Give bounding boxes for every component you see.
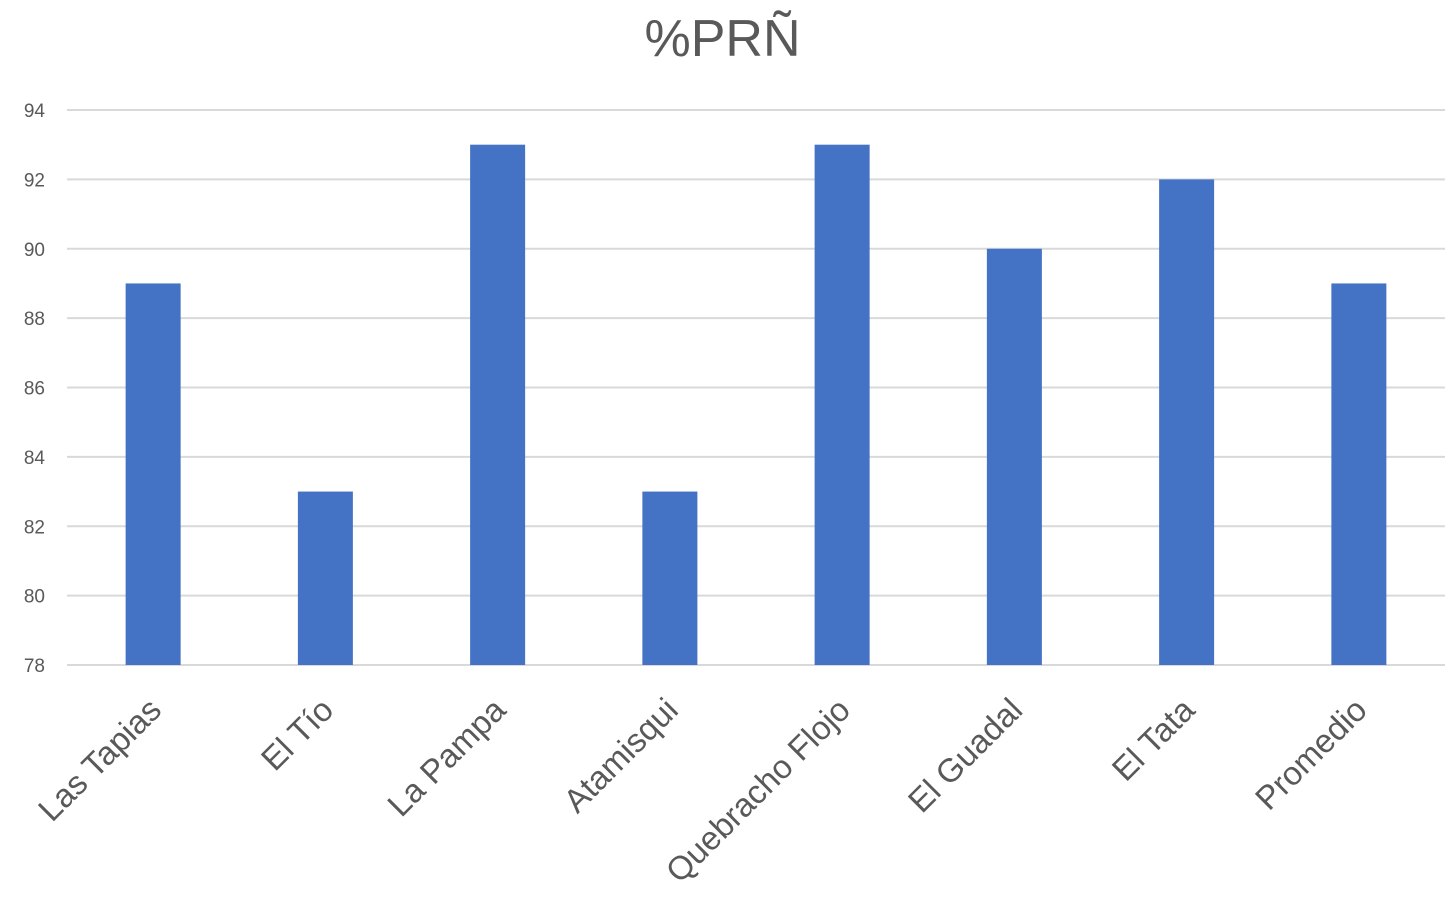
y-tick-label: 84	[24, 448, 46, 469]
bar	[814, 144, 870, 665]
bar	[125, 283, 181, 665]
bar	[297, 491, 353, 665]
x-category-label: Las Tapias	[31, 691, 168, 828]
y-axis-ticks: 78 80 82 84 86 88 90 92 94	[24, 101, 46, 677]
bar	[1331, 283, 1387, 665]
bar	[1159, 179, 1215, 665]
bar	[470, 144, 526, 665]
bars	[125, 144, 1387, 665]
x-category-label: El Guadal	[901, 691, 1030, 820]
x-category-label: La Pampa	[380, 690, 513, 823]
bar	[986, 248, 1042, 665]
y-tick-label: 80	[24, 587, 45, 608]
y-tick-label: 94	[24, 101, 46, 122]
y-tick-label: 92	[24, 170, 45, 191]
x-axis-categories: Las Tapias El Tío La Pampa AtamisquiQuebrac…	[31, 690, 1374, 889]
x-category-label: Atamisqui	[556, 691, 685, 820]
x-category-label: Quebracho Flojo	[658, 691, 857, 890]
y-tick-label: 86	[24, 379, 45, 400]
gridlines	[67, 109, 1445, 666]
x-category-label: Promedio	[1248, 691, 1374, 817]
bar	[642, 491, 698, 665]
x-category-label: El Tío	[254, 691, 341, 778]
y-tick-label: 88	[24, 309, 45, 330]
y-tick-label: 90	[24, 240, 45, 261]
x-category-label: El Tata	[1104, 690, 1202, 788]
y-tick-label: 82	[24, 517, 45, 538]
y-tick-label: 78	[24, 656, 45, 677]
chart-title: %PRÑ	[644, 10, 801, 68]
